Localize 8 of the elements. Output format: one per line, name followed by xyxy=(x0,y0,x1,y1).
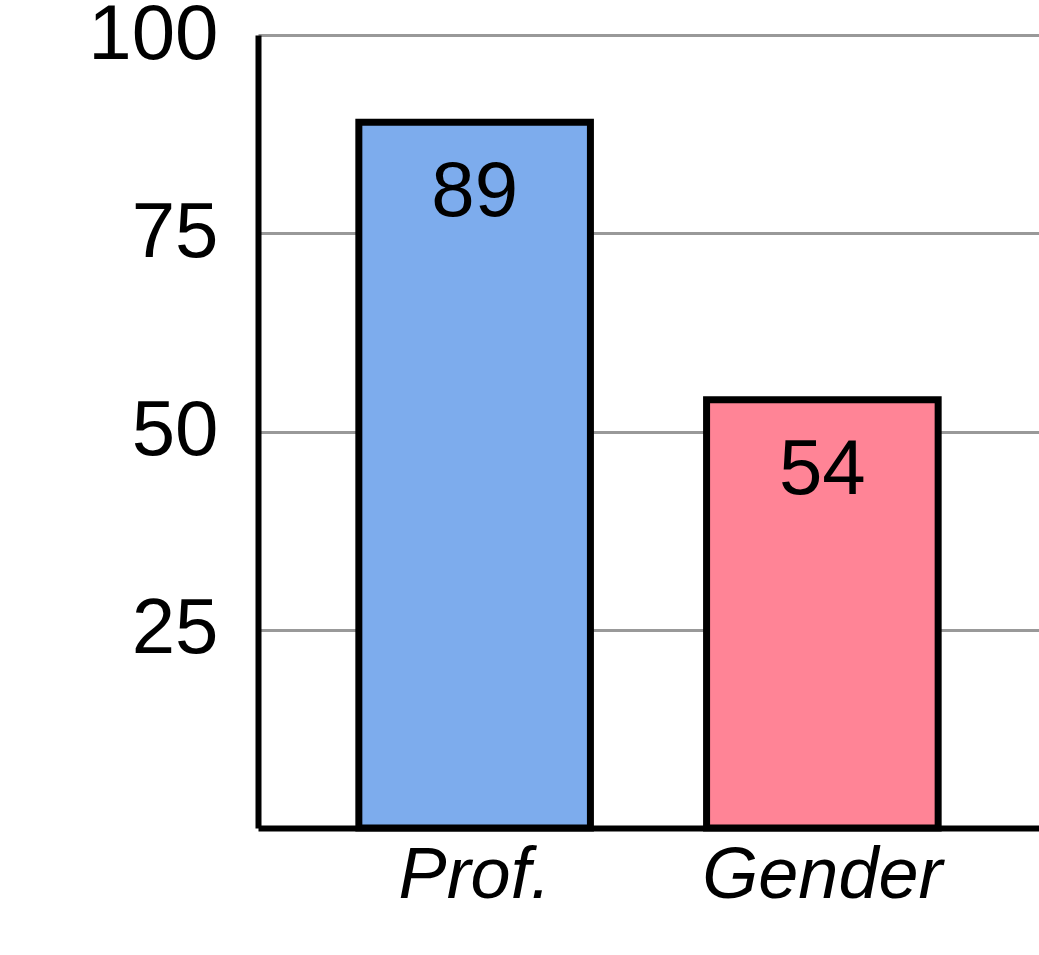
y-tick-label: 100 xyxy=(88,0,219,76)
y-tick-label: 50 xyxy=(131,384,219,472)
data-label: 89 xyxy=(431,145,519,234)
x-tick-label: Gender xyxy=(702,832,946,913)
data-label: 54 xyxy=(778,422,866,511)
y-tick-label: 25 xyxy=(131,582,219,671)
x-tick-label: Prof. xyxy=(398,832,551,913)
y-tick-label: 75 xyxy=(131,185,219,274)
